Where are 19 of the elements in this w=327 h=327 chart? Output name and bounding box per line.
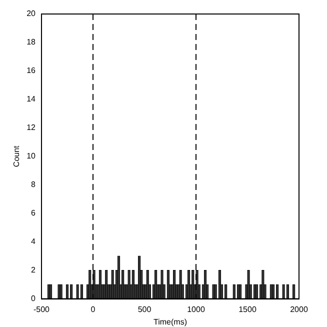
y-tick-label: 6 (31, 208, 36, 218)
y-tick-label: 8 (31, 180, 36, 190)
y-tick-label: 0 (31, 294, 36, 304)
y-tick-label: 16 (26, 66, 36, 76)
y-tick-label: 14 (26, 94, 36, 104)
x-tick-label: 500 (138, 304, 152, 314)
y-tick-label: 4 (31, 237, 36, 246)
x-tick-label: 2000 (290, 304, 308, 314)
y-tick-label: 2 (31, 266, 36, 275)
x-tick-label: 1500 (238, 304, 257, 314)
x-axis-title: Time(ms) (154, 317, 188, 326)
x-tick-label: 0 (90, 304, 96, 314)
y-tick-label: 20 (26, 9, 36, 18)
y-tick-label: 12 (26, 123, 36, 132)
y-axis-title: Count (12, 144, 22, 168)
y-tick-label: 18 (26, 38, 36, 47)
x-tick-label: 1000 (187, 304, 206, 314)
x-tick-label: -500 (33, 304, 50, 314)
y-tick-label: 10 (26, 152, 36, 161)
